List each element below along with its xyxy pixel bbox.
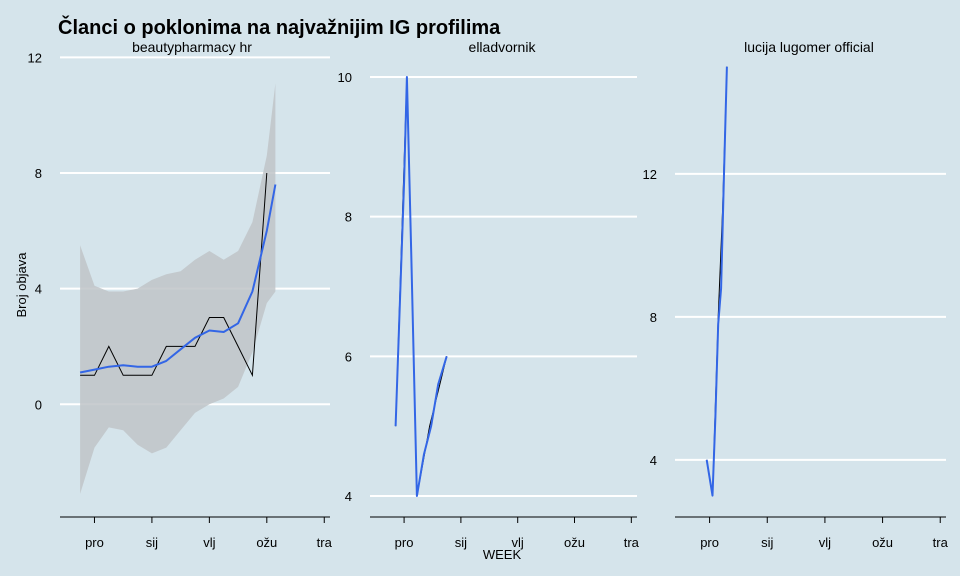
smooth-series-line — [705, 66, 728, 497]
x-axis-title: WEEK — [483, 547, 522, 562]
y-tick-label: 12 — [28, 50, 42, 65]
x-tick-label: pro — [85, 535, 104, 550]
x-tick-label: vlj — [512, 535, 524, 550]
facet-label: beautypharmacy hr — [132, 39, 252, 55]
y-tick-label: 12 — [643, 167, 657, 182]
y-tick-label: 10 — [338, 70, 352, 85]
x-tick-label: sij — [455, 535, 467, 550]
chart-title: Članci o poklonima na najvažnijim IG pro… — [58, 15, 501, 39]
facet-panels: 0 4 8 12 pro sij vlj ožu tra beautypharmacy hr 4 6 8… — [28, 39, 949, 550]
y-tick-label: 8 — [650, 310, 657, 325]
x-tick-label: ožu — [564, 535, 585, 550]
smooth-series-line — [394, 76, 448, 497]
facet-lucija_lugomer_official: 4 8 12 pro sij vlj ožu tra lucija lugomer offici… — [643, 39, 949, 550]
x-tick-label: ožu — [872, 535, 893, 550]
y-axis-title: Broj objava — [14, 252, 29, 318]
raw-series-line — [706, 66, 728, 496]
facet-elladvornik: 4 6 8 10 pro sij vlj ožu tra elladvornik — [338, 39, 640, 550]
y-tick-label: 4 — [345, 489, 352, 504]
y-tick-label: 8 — [345, 210, 352, 225]
facet-beautypharmacy_hr: 0 4 8 12 pro sij vlj ožu tra beautypharmacy hr — [28, 39, 333, 550]
smooth-series-line — [79, 184, 277, 374]
x-tick-label: vlj — [203, 535, 215, 550]
x-tick-label: pro — [395, 535, 414, 550]
y-tick-label: 4 — [650, 453, 657, 468]
raw-series-line — [395, 76, 448, 497]
x-tick-label: sij — [146, 535, 158, 550]
facet-label: lucija lugomer official — [744, 39, 874, 55]
confidence-ribbon — [80, 83, 276, 494]
raw-series-line — [80, 172, 268, 378]
y-tick-label: 6 — [345, 349, 352, 364]
x-tick-label: tra — [624, 535, 640, 550]
x-tick-label: tra — [317, 535, 333, 550]
y-tick-label: 0 — [35, 397, 42, 412]
x-tick-label: tra — [933, 535, 949, 550]
facet-label: elladvornik — [469, 39, 537, 55]
x-tick-label: pro — [700, 535, 719, 550]
x-tick-label: vlj — [819, 535, 831, 550]
y-tick-label: 4 — [35, 282, 42, 297]
y-tick-label: 8 — [35, 166, 42, 181]
x-tick-label: ožu — [256, 535, 277, 550]
x-tick-label: sij — [761, 535, 773, 550]
